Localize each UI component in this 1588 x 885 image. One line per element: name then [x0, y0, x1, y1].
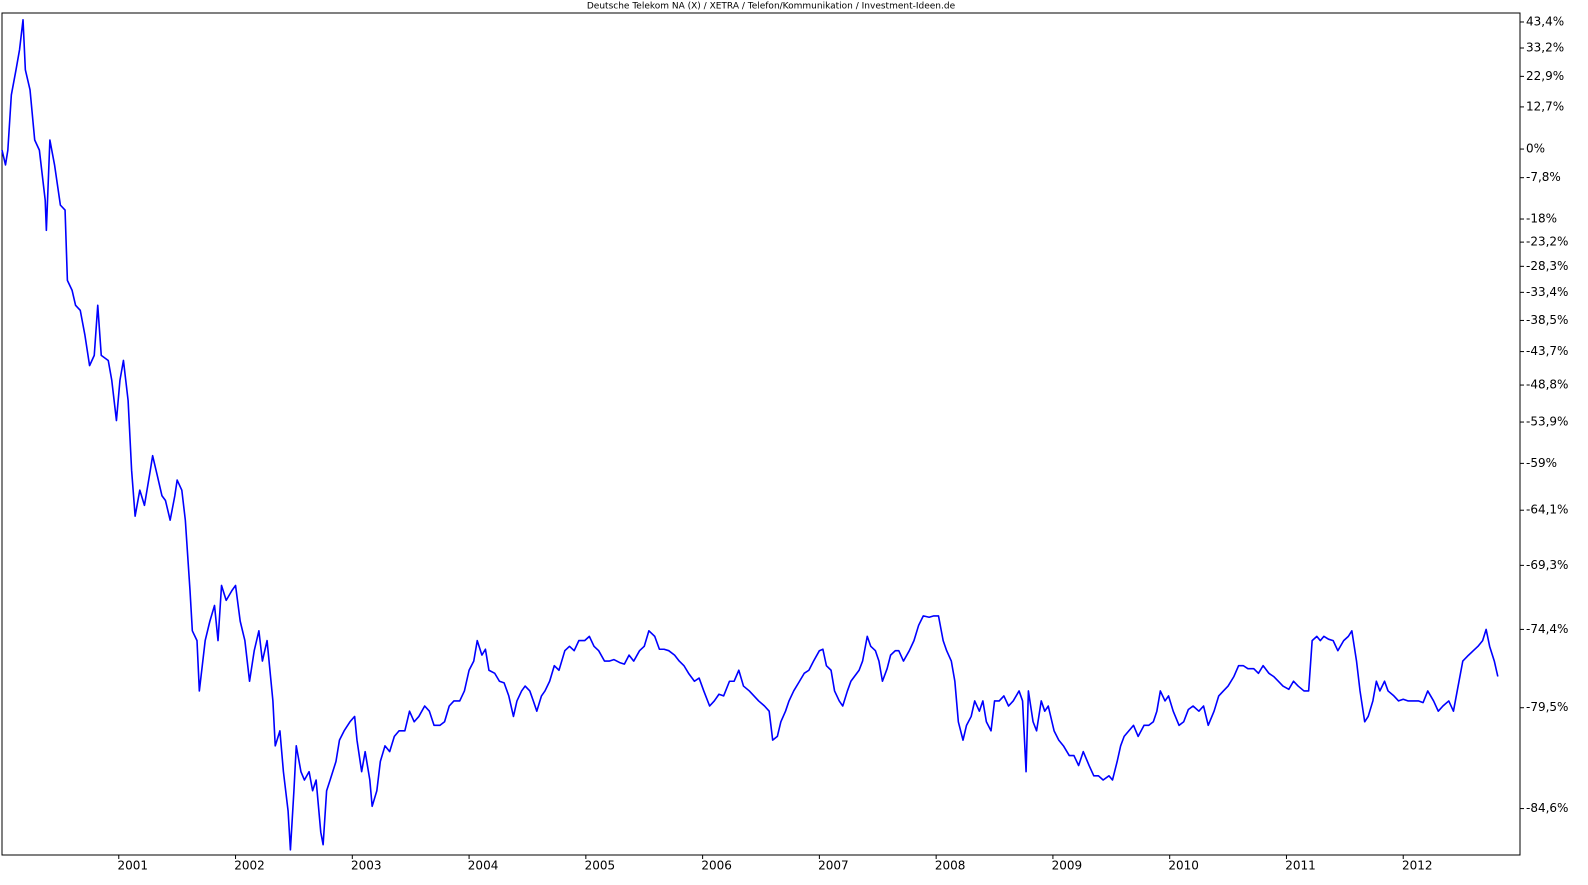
- y-tick-label: -43,7%: [1526, 344, 1568, 358]
- y-tick-label: 33,2%: [1526, 40, 1564, 54]
- x-tick-label: 2003: [351, 859, 382, 873]
- y-tick-label: -79,5%: [1526, 700, 1568, 714]
- plot-area: [1, 12, 1521, 856]
- y-tick-label: -23,2%: [1526, 235, 1568, 249]
- y-tick-label: 12,7%: [1526, 99, 1564, 113]
- price-line: [1, 18, 1499, 851]
- y-tick-label: -48,8%: [1526, 378, 1568, 392]
- y-tick-label: -38,5%: [1526, 313, 1568, 327]
- x-tick-label: 2005: [585, 859, 616, 873]
- y-tick-label: -18%: [1526, 212, 1557, 226]
- y-tick-label: -7,8%: [1526, 170, 1561, 184]
- y-tick-label: 22,9%: [1526, 69, 1564, 83]
- y-tick-label: -28,3%: [1526, 259, 1568, 273]
- x-tick-label: 2004: [468, 859, 499, 873]
- y-tick-label: -84,6%: [1526, 801, 1568, 815]
- x-tick-label: 2008: [935, 859, 966, 873]
- x-tick-label: 2009: [1052, 859, 1083, 873]
- y-tick-label: -53,9%: [1526, 415, 1568, 429]
- x-tick-label: 2011: [1285, 859, 1316, 873]
- y-tick-label: -59%: [1526, 456, 1557, 470]
- x-tick-label: 2010: [1168, 859, 1199, 873]
- chart-title: Deutsche Telekom NA (X) / XETRA / Telefo…: [587, 2, 956, 12]
- x-tick-label: 2007: [818, 859, 849, 873]
- x-tick-label: 2002: [234, 859, 265, 873]
- x-tick-label: 2006: [701, 859, 732, 873]
- y-tick-label: 0%: [1526, 142, 1545, 156]
- y-tick-label: -64,1%: [1526, 503, 1568, 517]
- y-tick-label: -33,4%: [1526, 285, 1568, 299]
- y-tick-label: -69,3%: [1526, 558, 1568, 572]
- x-tick-label: 2001: [117, 859, 148, 873]
- y-tick-label: -74,4%: [1526, 622, 1568, 636]
- y-tick-label: 43,4%: [1526, 14, 1564, 28]
- x-tick-label: 2012: [1402, 859, 1433, 873]
